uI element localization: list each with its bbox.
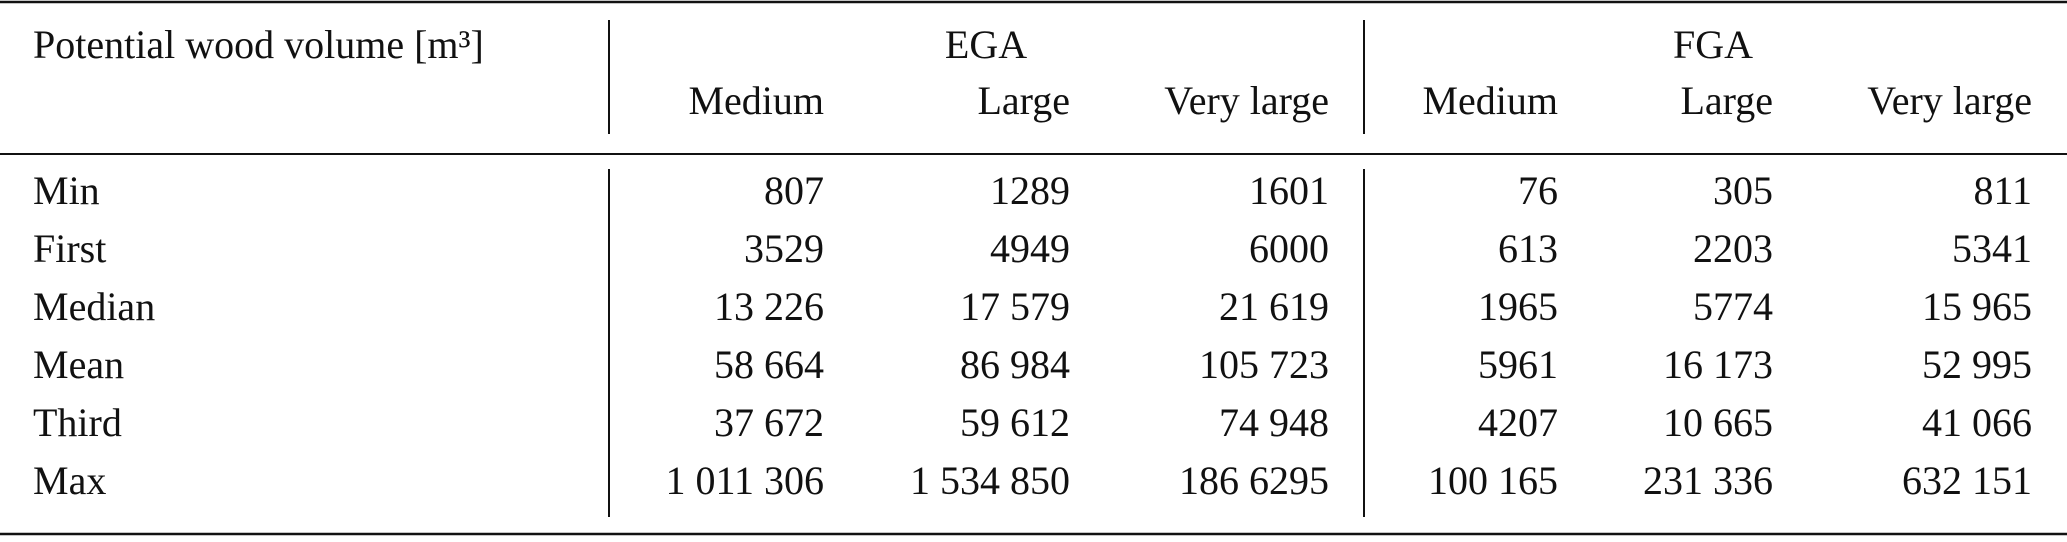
- group-header: FGA: [1673, 22, 1753, 67]
- row-label: Mean: [33, 342, 124, 387]
- cell: 1 011 306: [665, 458, 824, 503]
- row-label: First: [33, 226, 106, 271]
- cell: 4949: [990, 226, 1070, 271]
- cell: 10 665: [1663, 400, 1773, 445]
- cell: 3529: [744, 226, 824, 271]
- cell: 41 066: [1922, 400, 2032, 445]
- group-header: EGA: [945, 22, 1027, 67]
- cell: 86 984: [960, 342, 1070, 387]
- cell: 5961: [1478, 342, 1558, 387]
- cell: 1289: [990, 168, 1070, 213]
- column-header: Large: [1680, 78, 1773, 123]
- cell: 807: [764, 168, 824, 213]
- cell: 76: [1518, 168, 1558, 213]
- column-header: Large: [977, 78, 1070, 123]
- cell: 58 664: [714, 342, 824, 387]
- column-header: Very large: [1164, 78, 1329, 123]
- cell: 21 619: [1219, 284, 1329, 329]
- cell: 59 612: [960, 400, 1070, 445]
- cell: 632 151: [1902, 458, 2032, 503]
- cell: 231 336: [1643, 458, 1773, 503]
- cell: 16 173: [1663, 342, 1773, 387]
- cell: 186 6295: [1179, 458, 1329, 503]
- cell: 5341: [1952, 226, 2032, 271]
- row-label: Max: [33, 458, 106, 503]
- cell: 105 723: [1199, 342, 1329, 387]
- column-header: Medium: [688, 78, 824, 123]
- row-label: Min: [33, 168, 100, 213]
- cell: 811: [1973, 168, 2032, 213]
- cell: 13 226: [714, 284, 824, 329]
- cell: 15 965: [1922, 284, 2032, 329]
- cell: 52 995: [1922, 342, 2032, 387]
- column-header: Very large: [1867, 78, 2032, 123]
- cell: 17 579: [960, 284, 1070, 329]
- header-label: Potential wood volume [m³]: [33, 22, 484, 67]
- cell: 4207: [1478, 400, 1558, 445]
- row-label: Median: [33, 284, 155, 329]
- cell: 37 672: [714, 400, 824, 445]
- cell: 1965: [1478, 284, 1558, 329]
- row-label: Third: [33, 400, 122, 445]
- cell: 305: [1713, 168, 1773, 213]
- column-header: Medium: [1422, 78, 1558, 123]
- cell: 1 534 850: [910, 458, 1070, 503]
- cell: 2203: [1693, 226, 1773, 271]
- cell: 74 948: [1219, 400, 1329, 445]
- cell: 5774: [1693, 284, 1773, 329]
- cell: 1601: [1249, 168, 1329, 213]
- cell: 613: [1498, 226, 1558, 271]
- cell: 6000: [1249, 226, 1329, 271]
- cell: 100 165: [1428, 458, 1558, 503]
